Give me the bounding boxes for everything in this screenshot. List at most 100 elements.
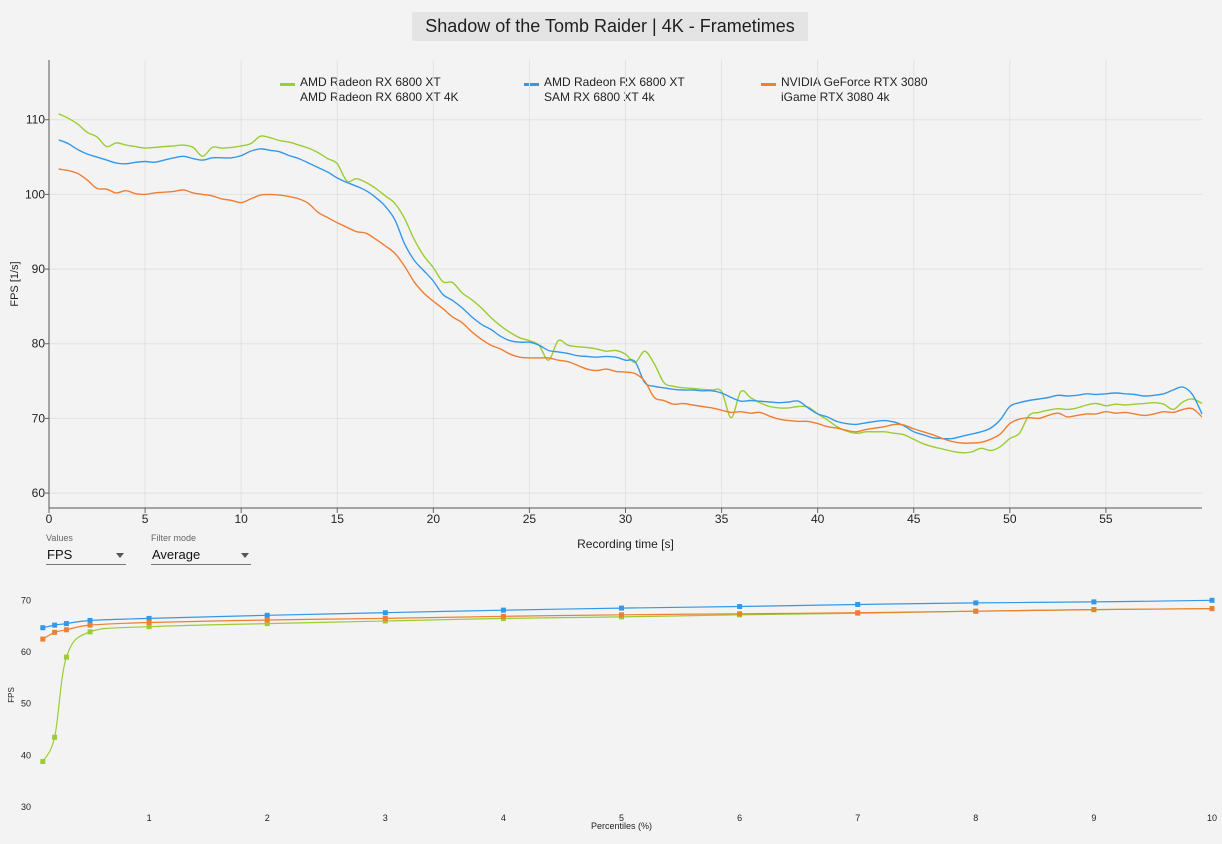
x-tick-label: 6 [737, 813, 742, 823]
percentiles-chart: 1 2 3 4 5 6 7 8 9 10 30 40 50 60 70 Percentiles (%) FPS [7, 595, 1217, 831]
x-tick-label: 9 [1091, 813, 1096, 823]
x-tick-label: 10 [234, 512, 248, 526]
percentile-marker [52, 622, 58, 628]
y-tick-label: 30 [21, 802, 31, 812]
percentile-marker [40, 759, 46, 765]
series-line-1 [58, 139, 1203, 440]
y-tick-label: 100 [25, 187, 45, 201]
percentile-marker [737, 604, 743, 610]
legend-line1: AMD Radeon RX 6800 XT [544, 75, 685, 89]
y-tick-label: 80 [32, 337, 46, 351]
x-tick-label: 15 [331, 512, 345, 526]
percentile-marker [40, 636, 46, 642]
x-tick-label: 40 [811, 512, 825, 526]
percentile-marker [63, 627, 69, 633]
chart-title: Shadow of the Tomb Raider | 4K - Frameti… [412, 12, 808, 41]
x-tick-label: 0 [46, 512, 53, 526]
x-tick-label: 10 [1207, 813, 1217, 823]
percentile-marker [855, 601, 861, 607]
filter-mode-selected: Average [152, 547, 201, 562]
x-tick-label: 5 [619, 813, 624, 823]
chevron-down-icon[interactable] [241, 553, 249, 558]
legend-line2: iGame RTX 3080 4k [781, 90, 890, 104]
percentile-marker [146, 624, 152, 630]
values-dropdown-label: Values [46, 533, 73, 543]
percentile-marker [973, 600, 979, 606]
percentile-marker [500, 607, 506, 613]
x-tick-label: 50 [1003, 512, 1017, 526]
percentile-marker [382, 610, 388, 616]
percentile-marker [1209, 606, 1215, 612]
percentile-marker [52, 629, 58, 635]
x-tick-label: 4 [501, 813, 506, 823]
x-tick-label: 2 [265, 813, 270, 823]
frametimes-chart: 0 5 10 15 20 25 30 35 40 45 50 55 60 70 80 90 100 110 Reco… [9, 60, 1203, 551]
percentile-marker [737, 611, 743, 617]
series-line-2 [58, 168, 1203, 444]
percentile-marker [146, 620, 152, 626]
x-tick-label: 5 [142, 512, 149, 526]
y-tick-label: 90 [32, 262, 46, 276]
y-tick-label: 70 [32, 411, 46, 425]
percentile-marker [973, 608, 979, 614]
filter-mode-dropdown-label: Filter mode [151, 533, 197, 543]
percentile-marker [382, 618, 388, 624]
x-tick-label: 3 [383, 813, 388, 823]
filter-mode-dropdown-value[interactable]: Average [151, 545, 251, 565]
y-tick-label: 40 [21, 750, 31, 760]
percentile-marker [63, 621, 69, 627]
chevron-down-icon[interactable] [116, 553, 124, 558]
x-tick-label: 45 [907, 512, 921, 526]
percentile-marker [264, 617, 270, 623]
x-tick-label: 7 [855, 813, 860, 823]
y-tick-label: 110 [26, 113, 45, 127]
percentile-series-line-0 [42, 608, 1213, 762]
x-tick-label: 20 [427, 512, 441, 526]
x-tick-label: 1 [147, 813, 152, 823]
legend-swatch-orange [761, 83, 776, 86]
values-dropdown-value[interactable]: FPS [46, 545, 126, 565]
x-tick-label: 55 [1099, 512, 1113, 526]
legend-line1: AMD Radeon RX 6800 XT [300, 75, 441, 89]
percentile-marker [87, 617, 93, 623]
y-tick-label: 60 [32, 486, 46, 500]
legend-item-blue[interactable]: AMD Radeon RX 6800 XT SAM RX 6800 XT 4k [524, 75, 685, 105]
x-axis-label: Recording time [s] [577, 537, 674, 551]
percentile-marker [87, 622, 93, 628]
x-axis-label: Percentiles (%) [591, 821, 652, 831]
percentile-marker [1091, 599, 1097, 605]
percentile-marker [87, 629, 93, 635]
legend-line2: SAM RX 6800 XT 4k [544, 90, 655, 104]
values-dropdown[interactable]: Values FPS [46, 533, 126, 565]
percentile-marker [500, 613, 506, 619]
values-selected: FPS [47, 547, 73, 562]
percentile-marker [264, 612, 270, 618]
x-tick-label: 35 [715, 512, 729, 526]
filter-mode-dropdown[interactable]: Filter mode Average [151, 533, 251, 565]
legend-item-green[interactable]: AMD Radeon RX 6800 XT AMD Radeon RX 6800… [280, 75, 459, 105]
percentile-marker [1209, 597, 1215, 603]
percentile-marker [52, 734, 58, 740]
legend-swatch-green [280, 83, 295, 86]
percentile-marker [382, 615, 388, 621]
percentile-marker [146, 615, 152, 621]
x-tick-label: 30 [619, 512, 633, 526]
percentile-marker [40, 625, 46, 631]
y-tick-label: 50 [21, 699, 31, 709]
series-line-0 [58, 113, 1203, 454]
percentile-marker [1091, 607, 1097, 613]
percentile-series-line-1 [42, 599, 1213, 629]
y-tick-label: 70 [21, 595, 31, 605]
percentile-marker [264, 621, 270, 627]
percentile-series-line-2 [42, 608, 1213, 640]
percentile-marker [63, 654, 69, 660]
y-axis-label: FPS [7, 687, 16, 703]
percentile-marker [619, 605, 624, 611]
percentile-marker [619, 612, 624, 618]
y-axis-label: FPS [1/s] [9, 261, 21, 306]
legend-line2: AMD Radeon RX 6800 XT 4K [300, 90, 459, 104]
x-tick-label: 8 [973, 813, 978, 823]
legend-swatch-blue [524, 83, 539, 86]
x-tick-label: 25 [523, 512, 537, 526]
percentile-marker [855, 610, 861, 616]
